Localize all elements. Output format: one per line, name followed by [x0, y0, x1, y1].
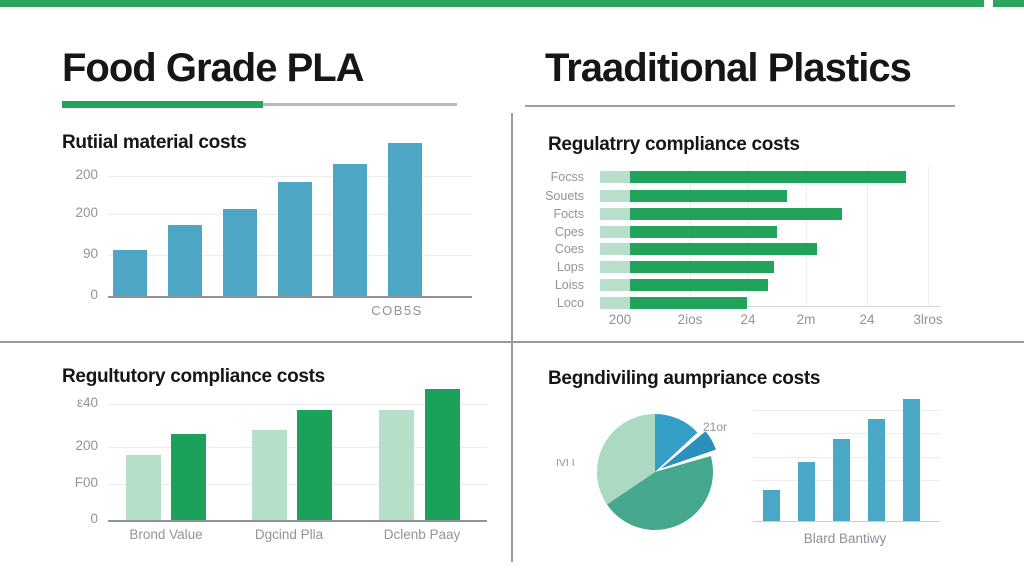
q1-y-tick-label: 200 [75, 205, 98, 220]
q2-bar [630, 243, 817, 255]
q2-bar-prefix [600, 261, 630, 273]
q3-y-tick-label: F00 [74, 475, 98, 490]
q3-y-tick-label: ε40 [76, 395, 98, 410]
q4-gridline [753, 433, 940, 434]
q1-x-axis-label: COB5S [371, 303, 423, 318]
vertical-divider [511, 113, 513, 562]
q2-category-label: Cpes [554, 225, 584, 239]
q1-y-tick-label: 0 [90, 287, 98, 302]
q3-bar-light [379, 410, 414, 520]
q1-bar [168, 225, 202, 296]
q2-bar-prefix [600, 279, 630, 291]
q1-bar [278, 182, 312, 296]
q2-chart-title: Regulatrry compliance costs [548, 134, 800, 155]
q4-bar [798, 462, 815, 521]
q4-x-axis-label: Blard Bantiwy [803, 531, 887, 546]
q2-bar-prefix [600, 226, 630, 238]
q2-bar [630, 297, 747, 309]
q1-bar [333, 164, 367, 296]
q2-x-tick-label: 200 [608, 312, 632, 327]
q2-bar [630, 171, 906, 183]
q2-x-tick-label: 2m [796, 312, 816, 327]
pie-chart [597, 414, 716, 530]
q2-bar [630, 279, 768, 291]
q4-bar [833, 439, 850, 521]
q2-bar-prefix [600, 208, 630, 220]
right-title-underline [525, 105, 955, 107]
q1-gridline [108, 176, 472, 177]
q3-y-tick-label: 0 [90, 511, 98, 526]
q1-chart-title: Rutiial material costs [62, 132, 247, 153]
q2-category-label: Loiss [554, 278, 584, 292]
left-title-underline-gray [263, 103, 457, 106]
q2-category-label: Loco [556, 296, 584, 310]
q3-chart-title: Regultutory compliance costs [62, 366, 325, 387]
pie-slice-blue [655, 414, 698, 472]
q1-bar [388, 143, 422, 296]
pie-annotation-right: 21or [703, 420, 728, 434]
horizontal-divider [0, 341, 1024, 343]
pie-slice-sea-green [606, 456, 713, 530]
q3-bar-dark [171, 434, 206, 520]
top-accent-strip-gap [984, 0, 993, 7]
q2-bar-prefix [600, 297, 630, 309]
q1-bar [223, 209, 257, 296]
q4-chart-title: Begndiviling aumpriance costs [548, 368, 821, 389]
q2-bar-prefix [600, 243, 630, 255]
q2-gridline [867, 166, 868, 306]
q4-bar [763, 490, 780, 521]
q1-bar [113, 250, 147, 296]
q3-category-label: Dgcind Plla [254, 527, 324, 542]
q2-gridline [928, 166, 929, 306]
q2-bar-prefix [600, 190, 630, 202]
left-title-underline-green [62, 101, 263, 108]
pie-annotation-left: IVI I [556, 457, 575, 469]
q2-category-label: Focts [553, 207, 584, 221]
q4-bar [868, 419, 885, 521]
q2-bar [630, 208, 842, 220]
q4-x-axis-line [753, 521, 940, 522]
q3-gridline [108, 404, 487, 405]
q3-y-tick-label: 200 [75, 438, 98, 453]
q2-x-tick-label: 2ios [677, 312, 703, 327]
q1-y-tick-label: 200 [75, 167, 98, 182]
q2-category-label: Focss [550, 170, 584, 184]
pie-slice-light-green [597, 414, 655, 505]
q3-x-axis-line [108, 520, 487, 522]
q2-x-tick-label: 24 [859, 312, 875, 327]
q2-bar [630, 261, 774, 273]
q4-gridline [753, 410, 940, 411]
q3-category-label: Brond Value [129, 527, 203, 542]
q3-category-label: Dclenb Paay [383, 527, 461, 542]
q2-bar-prefix [600, 171, 630, 183]
q1-x-axis-line [108, 296, 472, 298]
q2-x-tick-label: 24 [740, 312, 756, 327]
q4-bar [903, 399, 920, 521]
right-column-title: Traaditional Plastics [545, 46, 912, 90]
q2-x-tick-label: 3lros [913, 312, 943, 327]
pie-slice-dark-blue [661, 431, 716, 469]
q2-category-label: Coes [554, 242, 584, 256]
q2-x-axis-line [600, 306, 940, 307]
top-accent-strip [0, 0, 1024, 7]
q1-y-tick-label: 90 [82, 246, 98, 261]
q3-bar-dark [297, 410, 332, 520]
q3-bar-light [126, 455, 161, 520]
left-column-title: Food Grade PLA [62, 46, 365, 90]
q2-category-label: Souets [545, 189, 584, 203]
q2-bar [630, 226, 777, 238]
q2-gridline [806, 166, 807, 306]
q2-bar [630, 190, 787, 202]
q3-bar-light [252, 430, 287, 520]
q3-bar-dark [425, 389, 460, 520]
q2-category-label: Lops [556, 260, 584, 274]
